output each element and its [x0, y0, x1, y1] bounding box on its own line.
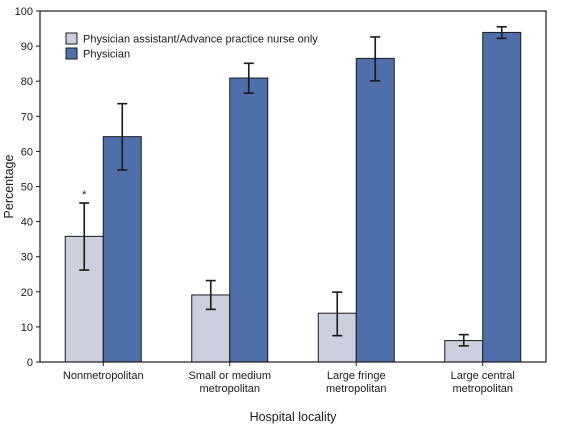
x-tick-label: Large central: [451, 370, 515, 382]
legend-swatch: [65, 47, 78, 60]
y-tick-label: 40: [21, 217, 33, 229]
x-axis: Nonmetropolitan Small or mediummetropolit…: [63, 362, 515, 395]
annotations-layer: *: [82, 189, 87, 201]
y-tick-label: 50: [21, 182, 33, 194]
x-tick-label: metropolitan: [199, 383, 260, 395]
y-tick-label: 90: [21, 41, 33, 53]
x-tick-label: Small or medium: [188, 370, 271, 382]
bars-layer: [64, 31, 522, 363]
significance-asterisk: *: [82, 189, 87, 201]
legend-swatch: [65, 32, 78, 45]
bar-physician: [229, 77, 269, 363]
y-tick-label: 20: [21, 287, 33, 299]
error-bars-layer: [79, 25, 507, 347]
y-tick-label: 70: [21, 111, 33, 123]
bar-physician: [482, 31, 522, 363]
y-tick-label: 0: [27, 357, 33, 369]
x-tick-label: metropolitan: [326, 383, 387, 395]
legend-label: Physician assistant/Advance practice nur…: [83, 34, 318, 46]
x-axis-title: Hospital locality: [250, 410, 338, 424]
x-tick-label: metropolitan: [452, 383, 513, 395]
y-tick-label: 30: [21, 252, 33, 264]
y-tick-label: 10: [21, 322, 33, 334]
x-tick-label: Large fringe: [327, 370, 386, 382]
legend-label: Physician: [83, 49, 130, 61]
legend: Physician assistant/Advance practice nur…: [65, 32, 318, 61]
bar-physician: [355, 57, 395, 363]
y-tick-label: 60: [21, 146, 33, 158]
y-axis-title: Percentage: [2, 154, 16, 218]
y-tick-label: 80: [21, 76, 33, 88]
y-tick-label: 100: [15, 6, 33, 18]
x-tick-label: Nonmetropolitan: [63, 370, 144, 382]
y-axis: 0 10 20 30 40 50 60 70 80 90 100: [15, 6, 40, 369]
